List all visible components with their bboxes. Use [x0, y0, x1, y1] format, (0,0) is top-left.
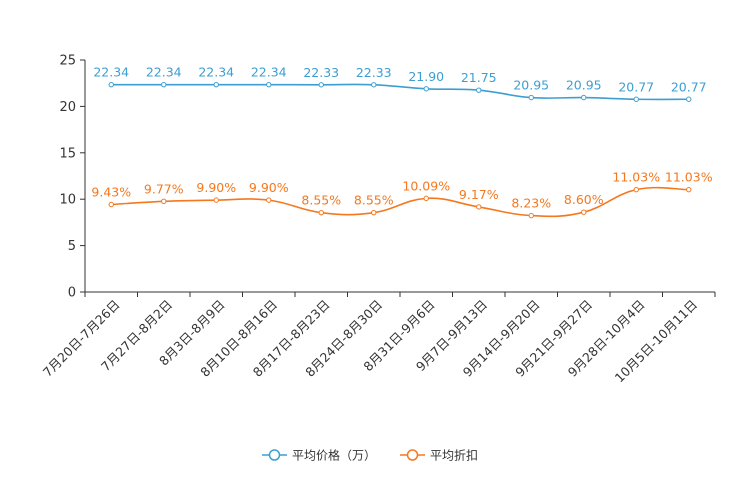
data-point[interactable]: [476, 87, 482, 93]
data-point[interactable]: [581, 94, 587, 101]
data-label: 20.77: [671, 79, 707, 94]
data-point[interactable]: [528, 94, 534, 101]
data-label: 9.77%: [144, 181, 184, 196]
data-point[interactable]: [371, 82, 377, 88]
data-point[interactable]: [161, 198, 167, 205]
data-point[interactable]: [423, 195, 429, 202]
data-point[interactable]: [318, 82, 324, 88]
y-tick-label: 5: [68, 239, 76, 254]
data-point[interactable]: [371, 209, 377, 216]
data-label: 11.03%: [612, 170, 660, 185]
legend-item-1[interactable]: 平均折扣: [400, 448, 478, 463]
data-point[interactable]: [476, 204, 482, 210]
data-point[interactable]: [318, 209, 324, 216]
data-label: 20.95: [513, 78, 549, 93]
legend-label: 平均折扣: [430, 448, 478, 463]
data-label: 8.55%: [301, 193, 341, 208]
data-point[interactable]: [528, 212, 534, 219]
data-label: 8.23%: [511, 196, 551, 211]
series-line: [111, 186, 689, 218]
data-label: 22.33: [356, 65, 392, 80]
series-line: [111, 83, 689, 101]
data-label: 9.90%: [249, 180, 289, 195]
y-tick-label: 25: [59, 54, 76, 69]
data-label: 21.90: [408, 69, 444, 84]
legend-item-0[interactable]: 平均价格（万）: [262, 448, 376, 463]
data-point[interactable]: [581, 209, 587, 215]
data-label: 20.95: [566, 78, 602, 93]
legend-marker-icon: [406, 449, 419, 461]
data-label: 9.43%: [91, 184, 131, 199]
chart-legend[interactable]: 平均价格（万） 平均折扣: [262, 448, 478, 463]
data-point[interactable]: [266, 197, 272, 203]
data-label: 22.33: [303, 65, 339, 80]
data-point[interactable]: [161, 81, 167, 88]
data-label: 22.34: [146, 65, 182, 80]
data-point[interactable]: [633, 96, 639, 102]
data-label: 22.34: [251, 65, 287, 80]
data-label: 21.75: [461, 70, 497, 85]
series-1: 9.43% 9.77% 9.90% 9.90% 8.55% 8.55% 10.09% 9.17…: [91, 170, 713, 219]
legend-marker-icon: [268, 449, 281, 461]
series-0: 22.34 22.34 22.34 22.34 22.33 22.33 21.90 21.75…: [93, 65, 707, 102]
chart-series-layer: 22.34 22.34 22.34 22.34 22.33 22.33 21.90 21.75…: [91, 65, 713, 219]
data-label: 11.03%: [665, 170, 713, 185]
data-label: 9.17%: [459, 187, 499, 202]
data-point[interactable]: [213, 81, 219, 88]
data-label: 8.60%: [564, 192, 604, 207]
data-label: 8.55%: [354, 193, 394, 208]
data-label: 20.77: [618, 79, 654, 94]
data-point[interactable]: [108, 81, 114, 88]
legend-label: 平均价格（万）: [292, 448, 376, 463]
data-label: 22.34: [93, 65, 129, 80]
data-point[interactable]: [266, 81, 272, 88]
data-label: 22.34: [198, 65, 234, 80]
y-tick-label: 0: [68, 286, 76, 301]
data-point[interactable]: [213, 197, 219, 203]
data-point[interactable]: [686, 186, 692, 193]
y-tick-label: 20: [59, 100, 76, 115]
data-label: 9.90%: [196, 180, 236, 195]
chart-axes: 05101520257月20日-7月26日7月27日-8月2日8月3日-8月9日…: [40, 54, 716, 385]
y-tick-label: 10: [59, 193, 76, 208]
data-point[interactable]: [633, 186, 639, 193]
data-point[interactable]: [686, 96, 692, 102]
y-tick-label: 15: [59, 146, 76, 161]
data-label: 10.09%: [402, 178, 450, 193]
data-point[interactable]: [108, 201, 114, 208]
data-point[interactable]: [423, 86, 429, 92]
